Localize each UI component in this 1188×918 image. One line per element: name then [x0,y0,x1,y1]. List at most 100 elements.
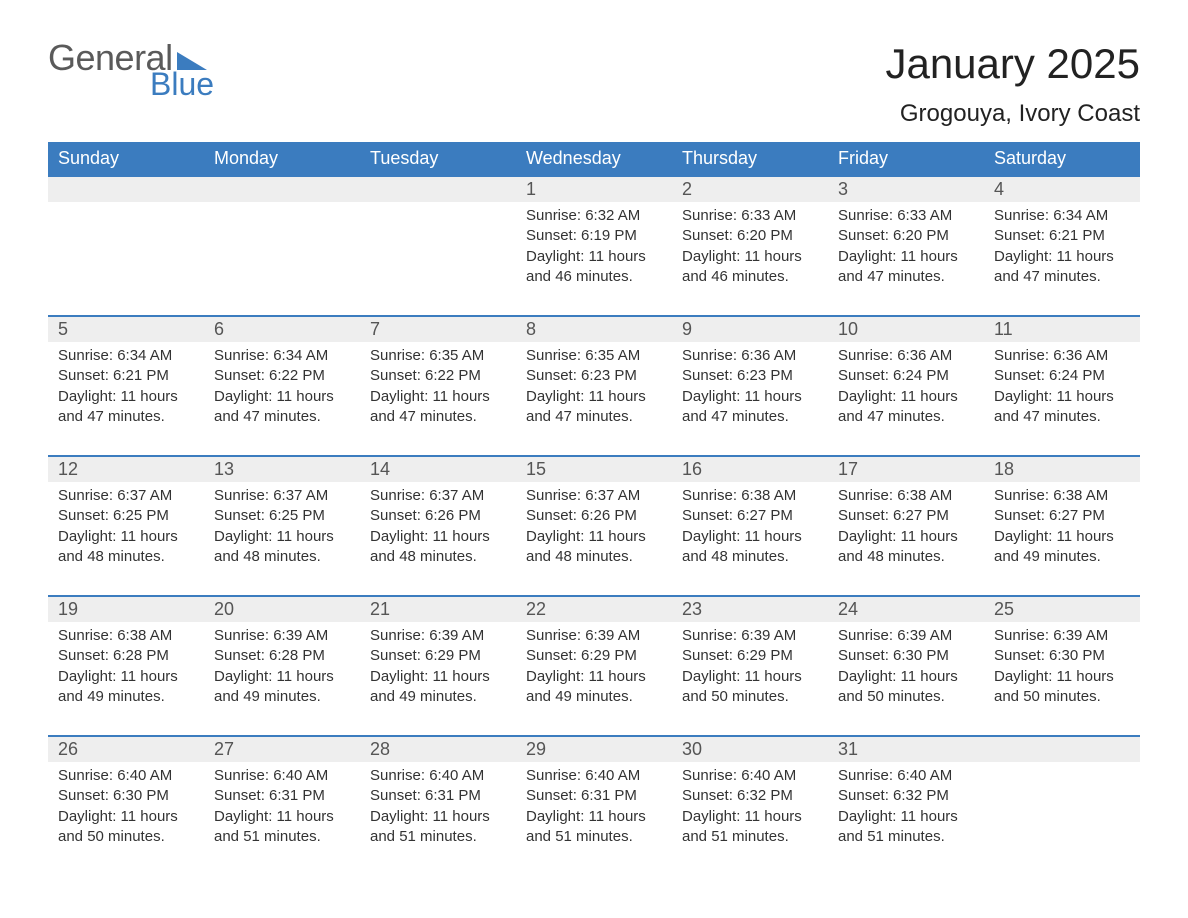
day-number-bar: 4 [984,177,1140,202]
calendar-day-cell: 2 Sunrise: 6:33 AMSunset: 6:20 PMDaylight… [672,176,828,316]
day-details: Sunrise: 6:35 AMSunset: 6:23 PMDaylight:… [526,346,662,427]
day-number-bar: 9 [672,317,828,342]
day-number-bar: 13 [204,457,360,482]
day-details: Sunrise: 6:33 AMSunset: 6:20 PMDaylight:… [682,206,818,287]
day-details: Sunrise: 6:37 AMSunset: 6:25 PMDaylight:… [214,486,350,567]
day-number-bar [204,177,360,202]
day-details: Sunrise: 6:37 AMSunset: 6:26 PMDaylight:… [526,486,662,567]
calendar-body: 1 Sunrise: 6:32 AMSunset: 6:19 PMDaylight… [48,176,1140,876]
calendar-empty-cell [984,736,1140,876]
calendar-day-cell: 26Sunrise: 6:40 AMSunset: 6:30 PMDayligh… [48,736,204,876]
day-details: Sunrise: 6:38 AMSunset: 6:27 PMDaylight:… [994,486,1130,567]
weekday-header: Wednesday [516,142,672,176]
day-details: Sunrise: 6:37 AMSunset: 6:26 PMDaylight:… [370,486,506,567]
calendar-day-cell: 27Sunrise: 6:40 AMSunset: 6:31 PMDayligh… [204,736,360,876]
calendar-day-cell: 29 Sunrise: 6:40 AMSunset: 6:31 PMDayligh… [516,736,672,876]
location-text: Grogouya, Ivory Coast [885,100,1140,128]
day-number-bar: 25 [984,597,1140,622]
calendar-empty-cell [48,176,204,316]
day-number-bar: 22 [516,597,672,622]
day-details: Sunrise: 6:38 AMSunset: 6:27 PMDaylight:… [838,486,974,567]
day-details: Sunrise: 6:39 AMSunset: 6:28 PMDaylight:… [214,626,350,707]
calendar-day-cell: 8 Sunrise: 6:35 AMSunset: 6:23 PMDaylight… [516,316,672,456]
calendar-week-row: 1 Sunrise: 6:32 AMSunset: 6:19 PMDaylight… [48,176,1140,316]
day-number-bar: 28 [360,737,516,762]
day-details: Sunrise: 6:34 AMSunset: 6:21 PMDaylight:… [58,346,194,427]
calendar-day-cell: 9 Sunrise: 6:36 AMSunset: 6:23 PMDaylight… [672,316,828,456]
page-header: General Blue January 2025 Grogouya, Ivor… [48,40,1140,128]
calendar-table: SundayMondayTuesdayWednesdayThursdayFrid… [48,142,1140,876]
calendar-day-cell: 17 Sunrise: 6:38 AMSunset: 6:27 PMDayligh… [828,456,984,596]
calendar-day-cell: 3Sunrise: 6:33 AMSunset: 6:20 PMDaylight… [828,176,984,316]
day-number-bar: 1 [516,177,672,202]
day-number-bar: 16 [672,457,828,482]
weekday-header: Tuesday [360,142,516,176]
calendar-day-cell: 20 Sunrise: 6:39 AMSunset: 6:28 PMDayligh… [204,596,360,736]
day-details: Sunrise: 6:38 AMSunset: 6:27 PMDaylight:… [682,486,818,567]
calendar-day-cell: 4 Sunrise: 6:34 AMSunset: 6:21 PMDaylight… [984,176,1140,316]
day-number-bar: 6 [204,317,360,342]
weekday-header-row: SundayMondayTuesdayWednesdayThursdayFrid… [48,142,1140,176]
calendar-empty-cell [360,176,516,316]
day-details: Sunrise: 6:40 AMSunset: 6:31 PMDaylight:… [370,766,506,847]
day-number-bar: 8 [516,317,672,342]
day-details: Sunrise: 6:32 AMSunset: 6:19 PMDaylight:… [526,206,662,287]
calendar-day-cell: 18 Sunrise: 6:38 AMSunset: 6:27 PMDayligh… [984,456,1140,596]
month-title: January 2025 [885,40,1140,88]
calendar-day-cell: 21Sunrise: 6:39 AMSunset: 6:29 PMDayligh… [360,596,516,736]
day-details: Sunrise: 6:33 AMSunset: 6:20 PMDaylight:… [838,206,974,287]
weekday-header: Monday [204,142,360,176]
weekday-header: Saturday [984,142,1140,176]
calendar-day-cell: 1 Sunrise: 6:32 AMSunset: 6:19 PMDaylight… [516,176,672,316]
calendar-day-cell: 22 Sunrise: 6:39 AMSunset: 6:29 PMDayligh… [516,596,672,736]
day-number-bar: 20 [204,597,360,622]
calendar-week-row: 26Sunrise: 6:40 AMSunset: 6:30 PMDayligh… [48,736,1140,876]
day-details: Sunrise: 6:37 AMSunset: 6:25 PMDaylight:… [58,486,194,567]
calendar-week-row: 12Sunrise: 6:37 AMSunset: 6:25 PMDayligh… [48,456,1140,596]
day-details: Sunrise: 6:38 AMSunset: 6:28 PMDaylight:… [58,626,194,707]
day-number-bar: 29 [516,737,672,762]
day-number-bar [48,177,204,202]
calendar-day-cell: 12Sunrise: 6:37 AMSunset: 6:25 PMDayligh… [48,456,204,596]
calendar-day-cell: 14Sunrise: 6:37 AMSunset: 6:26 PMDayligh… [360,456,516,596]
day-number-bar: 18 [984,457,1140,482]
calendar-day-cell: 6 Sunrise: 6:34 AMSunset: 6:22 PMDaylight… [204,316,360,456]
day-details: Sunrise: 6:35 AMSunset: 6:22 PMDaylight:… [370,346,506,427]
day-details: Sunrise: 6:39 AMSunset: 6:29 PMDaylight:… [526,626,662,707]
day-details: Sunrise: 6:39 AMSunset: 6:30 PMDaylight:… [838,626,974,707]
day-details: Sunrise: 6:36 AMSunset: 6:24 PMDaylight:… [838,346,974,427]
day-number-bar: 31 [828,737,984,762]
weekday-header: Thursday [672,142,828,176]
calendar-week-row: 5Sunrise: 6:34 AMSunset: 6:21 PMDaylight… [48,316,1140,456]
day-number-bar: 24 [828,597,984,622]
calendar-day-cell: 15 Sunrise: 6:37 AMSunset: 6:26 PMDayligh… [516,456,672,596]
day-number-bar: 19 [48,597,204,622]
calendar-day-cell: 31 Sunrise: 6:40 AMSunset: 6:32 PMDayligh… [828,736,984,876]
day-details: Sunrise: 6:36 AMSunset: 6:23 PMDaylight:… [682,346,818,427]
title-block: January 2025 Grogouya, Ivory Coast [885,40,1140,128]
calendar-day-cell: 28 Sunrise: 6:40 AMSunset: 6:31 PMDayligh… [360,736,516,876]
calendar-day-cell: 25 Sunrise: 6:39 AMSunset: 6:30 PMDayligh… [984,596,1140,736]
calendar-day-cell: 30Sunrise: 6:40 AMSunset: 6:32 PMDayligh… [672,736,828,876]
logo: General Blue [48,40,214,100]
day-number-bar: 15 [516,457,672,482]
day-details: Sunrise: 6:40 AMSunset: 6:32 PMDaylight:… [682,766,818,847]
calendar-day-cell: 11 Sunrise: 6:36 AMSunset: 6:24 PMDayligh… [984,316,1140,456]
day-number-bar: 21 [360,597,516,622]
day-details: Sunrise: 6:34 AMSunset: 6:22 PMDaylight:… [214,346,350,427]
calendar-day-cell: 23Sunrise: 6:39 AMSunset: 6:29 PMDayligh… [672,596,828,736]
day-number-bar: 10 [828,317,984,342]
day-number-bar: 2 [672,177,828,202]
day-details: Sunrise: 6:36 AMSunset: 6:24 PMDaylight:… [994,346,1130,427]
day-details: Sunrise: 6:40 AMSunset: 6:32 PMDaylight:… [838,766,974,847]
day-details: Sunrise: 6:39 AMSunset: 6:30 PMDaylight:… [994,626,1130,707]
calendar-day-cell: 10 Sunrise: 6:36 AMSunset: 6:24 PMDayligh… [828,316,984,456]
calendar-empty-cell [204,176,360,316]
day-details: Sunrise: 6:40 AMSunset: 6:31 PMDaylight:… [526,766,662,847]
day-number-bar: 11 [984,317,1140,342]
day-number-bar: 27 [204,737,360,762]
day-number-bar: 17 [828,457,984,482]
weekday-header: Friday [828,142,984,176]
day-number-bar [360,177,516,202]
day-details: Sunrise: 6:34 AMSunset: 6:21 PMDaylight:… [994,206,1130,287]
